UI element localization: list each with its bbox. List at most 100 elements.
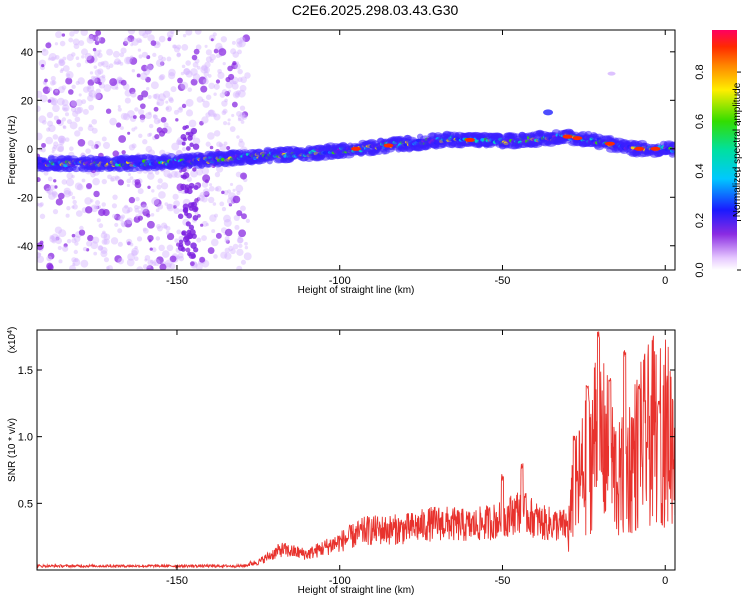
- noise-point: [97, 52, 103, 58]
- noise-point: [37, 177, 41, 183]
- spectrogram-panel: -150 -100 -50 0 -40 -20 0 20 40 Height of straig…: [7, 29, 676, 296]
- noise-point: [127, 30, 136, 35]
- noise-point: [168, 174, 173, 179]
- noise-point: [210, 238, 219, 247]
- noise-point: [224, 228, 233, 237]
- noise-point: [130, 91, 137, 98]
- noise-point: [72, 258, 81, 267]
- noise-point: [177, 213, 184, 219]
- noise-point: [168, 97, 174, 104]
- noise-point: [137, 48, 142, 52]
- noise-point: [239, 105, 246, 111]
- noise-point: [66, 205, 71, 211]
- noise-point: [244, 245, 249, 250]
- noise-point: [149, 247, 153, 251]
- noise-point: [177, 107, 183, 113]
- noise-point: [61, 85, 67, 90]
- noise-point: [166, 56, 172, 62]
- noise-point: [194, 211, 199, 216]
- noise-point: [231, 101, 238, 108]
- noise-point: [212, 113, 217, 118]
- noise-point: [95, 36, 102, 42]
- noise-point: [166, 203, 175, 212]
- noise-point: [209, 145, 214, 150]
- noise-point: [173, 46, 181, 53]
- noise-point: [138, 38, 143, 43]
- noise-point: [110, 177, 115, 182]
- noise-point: [145, 145, 153, 153]
- noise-point: [92, 177, 100, 186]
- main-title: C2E6.2025.298.03.43.G30: [292, 2, 459, 18]
- noise-point: [185, 98, 194, 107]
- noise-point: [121, 150, 126, 155]
- noise-point: [137, 94, 144, 101]
- noise-point: [201, 235, 207, 242]
- noise-point: [124, 204, 129, 209]
- noise-point: [190, 242, 197, 249]
- noise-point: [71, 205, 75, 209]
- noise-point: [177, 77, 183, 84]
- noise-point: [86, 182, 93, 190]
- noise-point: [208, 185, 215, 192]
- noise-point: [232, 91, 241, 99]
- noise-point: [156, 98, 165, 107]
- noise-point: [155, 236, 161, 241]
- snr-ytick-label: 0.5: [18, 498, 33, 510]
- noise-point: [57, 97, 65, 106]
- noise-point: [193, 48, 200, 55]
- noise-point: [102, 141, 111, 149]
- noise-point: [205, 56, 213, 63]
- noise-point: [146, 87, 150, 91]
- noise-point: [155, 208, 160, 213]
- noise-point: [47, 99, 52, 103]
- noise-point: [228, 203, 233, 207]
- noise-point: [58, 259, 63, 264]
- noise-point: [183, 68, 191, 76]
- noise-point: [165, 105, 172, 112]
- noise-point: [116, 61, 120, 65]
- ridge-peak: [464, 137, 475, 142]
- noise-point: [147, 34, 155, 42]
- colorbar-label: Normalized spectral amplitude: [732, 82, 743, 217]
- noise-point: [85, 148, 91, 154]
- noise-point: [158, 191, 166, 199]
- noise-point: [59, 140, 65, 146]
- noise-point: [134, 107, 139, 112]
- noise-point: [97, 61, 103, 67]
- noise-point: [194, 30, 202, 35]
- noise-point: [80, 259, 89, 268]
- noise-point: [190, 127, 198, 135]
- noise-point: [224, 90, 230, 97]
- noise-point: [127, 253, 135, 261]
- noise-point: [101, 74, 106, 79]
- noise-point: [165, 100, 169, 104]
- noise-point: [223, 121, 228, 126]
- noise-point: [231, 113, 235, 118]
- noise-point: [226, 145, 231, 151]
- snr-xtick-label: -150: [166, 575, 188, 587]
- noise-point: [37, 202, 40, 207]
- noise-point: [62, 104, 70, 112]
- noise-point: [170, 86, 177, 93]
- noise-point: [95, 88, 101, 94]
- noise-point: [221, 206, 227, 212]
- noise-point: [62, 125, 66, 129]
- noise-point: [69, 121, 78, 130]
- noise-point: [37, 251, 41, 259]
- noise-point: [112, 50, 120, 58]
- noise-point: [202, 188, 210, 195]
- noise-point: [147, 259, 154, 266]
- snr-ylabel: SNR (10 * v/v): [7, 418, 18, 482]
- noise-point: [215, 79, 221, 84]
- noise-point: [110, 237, 119, 245]
- noise-point: [101, 202, 106, 207]
- noise-point: [237, 117, 242, 122]
- noise-point: [237, 77, 243, 83]
- noise-point: [92, 47, 97, 52]
- noise-point: [98, 245, 103, 251]
- noise-point: [88, 104, 95, 111]
- noise-point: [215, 42, 223, 51]
- noise-point: [45, 42, 52, 49]
- noise-point: [47, 252, 55, 260]
